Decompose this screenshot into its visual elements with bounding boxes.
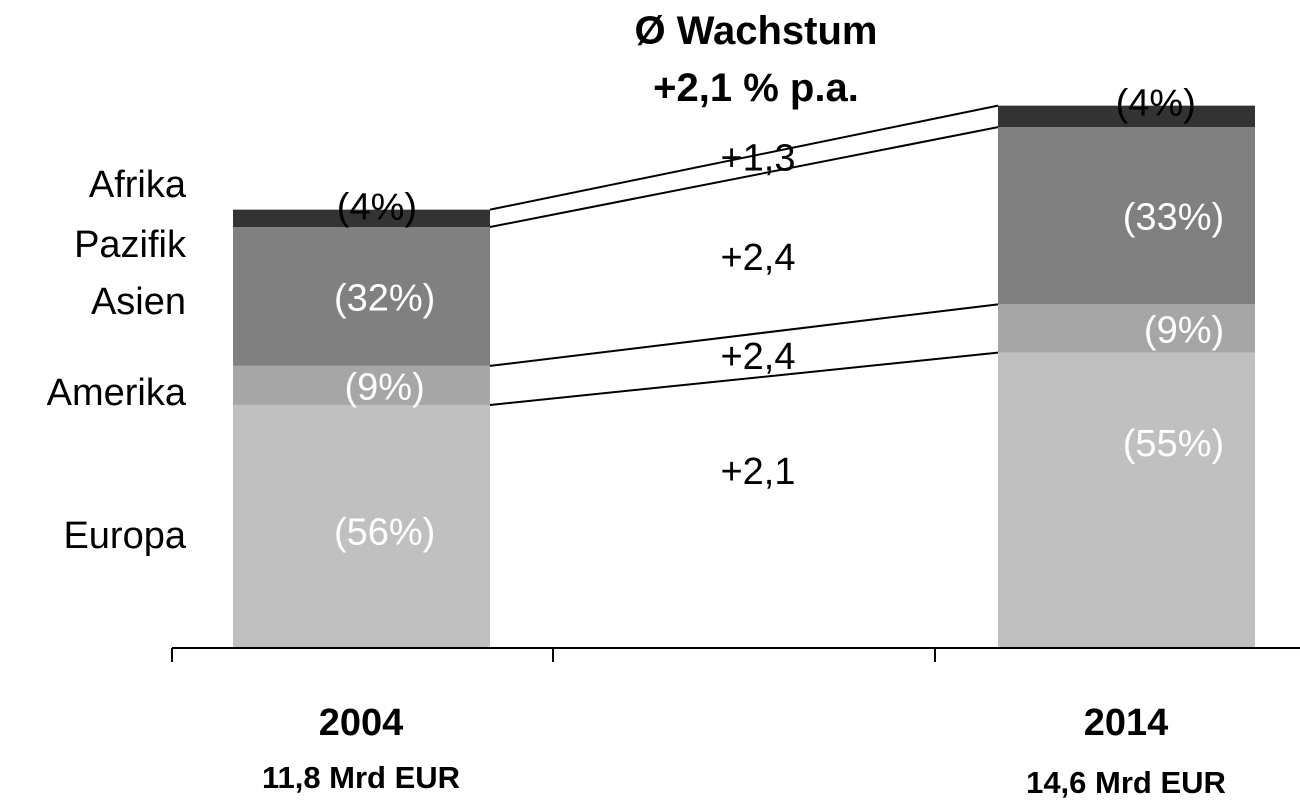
growth-label-europa: +2,1 [720, 451, 795, 493]
percent-label-asien-pazifik-2004: (32%) [334, 277, 435, 319]
region-label-pazifik: Pazifik [74, 224, 187, 266]
bar-segment-europa-2004 [233, 404, 490, 648]
percent-label-afrika-2004: (4%) [337, 187, 417, 229]
bars-group [233, 105, 1255, 648]
percent-labels: (56%) (9%) (32%) (4%) (55%) (9%) (33%) (4%) [334, 83, 1224, 554]
percent-label-amerika-2004: (9%) [345, 366, 425, 408]
region-label-asien: Asien [91, 281, 186, 323]
chart-subtitle: +2,1 % p.a. [653, 66, 859, 110]
total-label-2004: 11,8 Mrd EUR [262, 760, 460, 795]
category-label-2014: 2014 [1084, 702, 1169, 744]
growth-labels: +2,1 +2,4 +2,4 +1,3 [720, 138, 795, 493]
region-label-europa: Europa [63, 515, 186, 557]
connector-asien-afrika [489, 126, 999, 229]
bar-segment-amerika-2014 [998, 304, 1255, 353]
percent-label-europa-2014: (55%) [1123, 423, 1224, 465]
bar-segment-europa-2014 [998, 352, 1255, 648]
bar-segment-afrika-2004 [233, 209, 490, 228]
connector-europa-amerika [489, 351, 999, 406]
x-axis [171, 647, 1300, 662]
percent-label-asien-pazifik-2014: (33%) [1123, 197, 1224, 239]
growth-label-amerika: +2,4 [720, 336, 795, 378]
total-label-2014: 14,6 Mrd EUR [1026, 765, 1226, 800]
bar-segment-asien-pazifik-2014 [998, 127, 1255, 305]
percent-label-europa-2004: (56%) [334, 511, 435, 553]
bar-segment-afrika-2014 [998, 105, 1255, 128]
growth-label-afrika: +1,3 [720, 138, 795, 180]
region-label-afrika: Afrika [89, 164, 187, 206]
connector-amerika-asien [489, 303, 999, 367]
connector-lines [489, 104, 999, 406]
bar-segment-amerika-2004 [233, 365, 490, 405]
chart-title: Ø Wachstum [635, 9, 878, 53]
growth-label-asien-pazifik: +2,4 [720, 237, 795, 279]
percent-label-afrika-2014: (4%) [1116, 83, 1196, 125]
connector-afrika-top [489, 104, 999, 211]
percent-label-amerika-2014: (9%) [1144, 309, 1224, 351]
bar-segment-asien-pazifik-2004 [233, 227, 490, 366]
category-label-2004: 2004 [319, 702, 404, 744]
region-label-amerika: Amerika [47, 372, 187, 414]
